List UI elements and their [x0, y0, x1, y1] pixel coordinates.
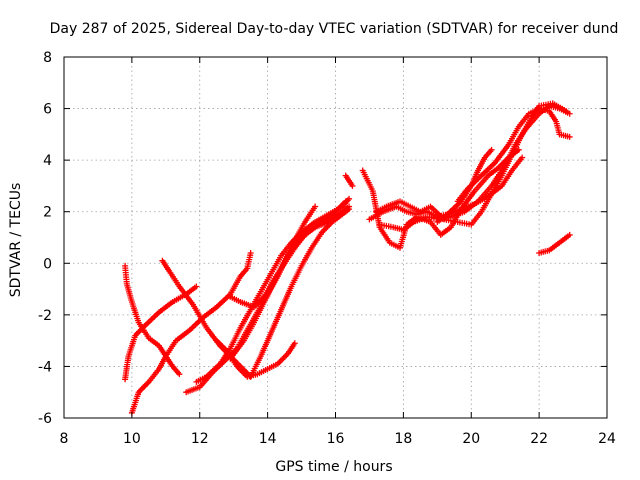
- y-tick-label: 2: [43, 205, 52, 221]
- x-axis-title: GPS time / hours: [275, 459, 392, 475]
- y-tick-label: -4: [38, 359, 52, 375]
- x-tick-label: 22: [530, 431, 548, 447]
- y-tick-label: 4: [43, 153, 52, 169]
- series-track-18: [536, 231, 573, 256]
- series-track-11: [342, 172, 356, 189]
- series-track-17: [454, 105, 573, 205]
- y-tick-label: 8: [43, 50, 52, 66]
- series-track-9: [227, 203, 319, 362]
- y-tick-label: -2: [38, 308, 52, 324]
- series-track-10: [247, 206, 353, 380]
- x-tick-label: 18: [394, 431, 412, 447]
- x-tick-label: 14: [259, 431, 277, 447]
- y-tick-label: -6: [38, 411, 52, 427]
- x-tick-label: 12: [191, 431, 209, 447]
- x-tick-label: 10: [123, 431, 141, 447]
- chart-title: Day 287 of 2025, Sidereal Day-to-day VTE…: [50, 21, 619, 37]
- axis-ticks: [63, 56, 608, 419]
- y-tick-label: 6: [43, 102, 52, 118]
- x-tick-label: 20: [462, 431, 480, 447]
- x-tick-label: 16: [327, 431, 345, 447]
- data-series: [122, 100, 573, 416]
- x-tick-label: 8: [60, 431, 69, 447]
- x-tick-label: 24: [598, 431, 616, 447]
- y-axis-title: SDTVAR / TECUs: [8, 183, 24, 298]
- y-tick-label: 0: [43, 256, 52, 272]
- series-track-1: [122, 262, 183, 378]
- series-track-6: [193, 195, 353, 385]
